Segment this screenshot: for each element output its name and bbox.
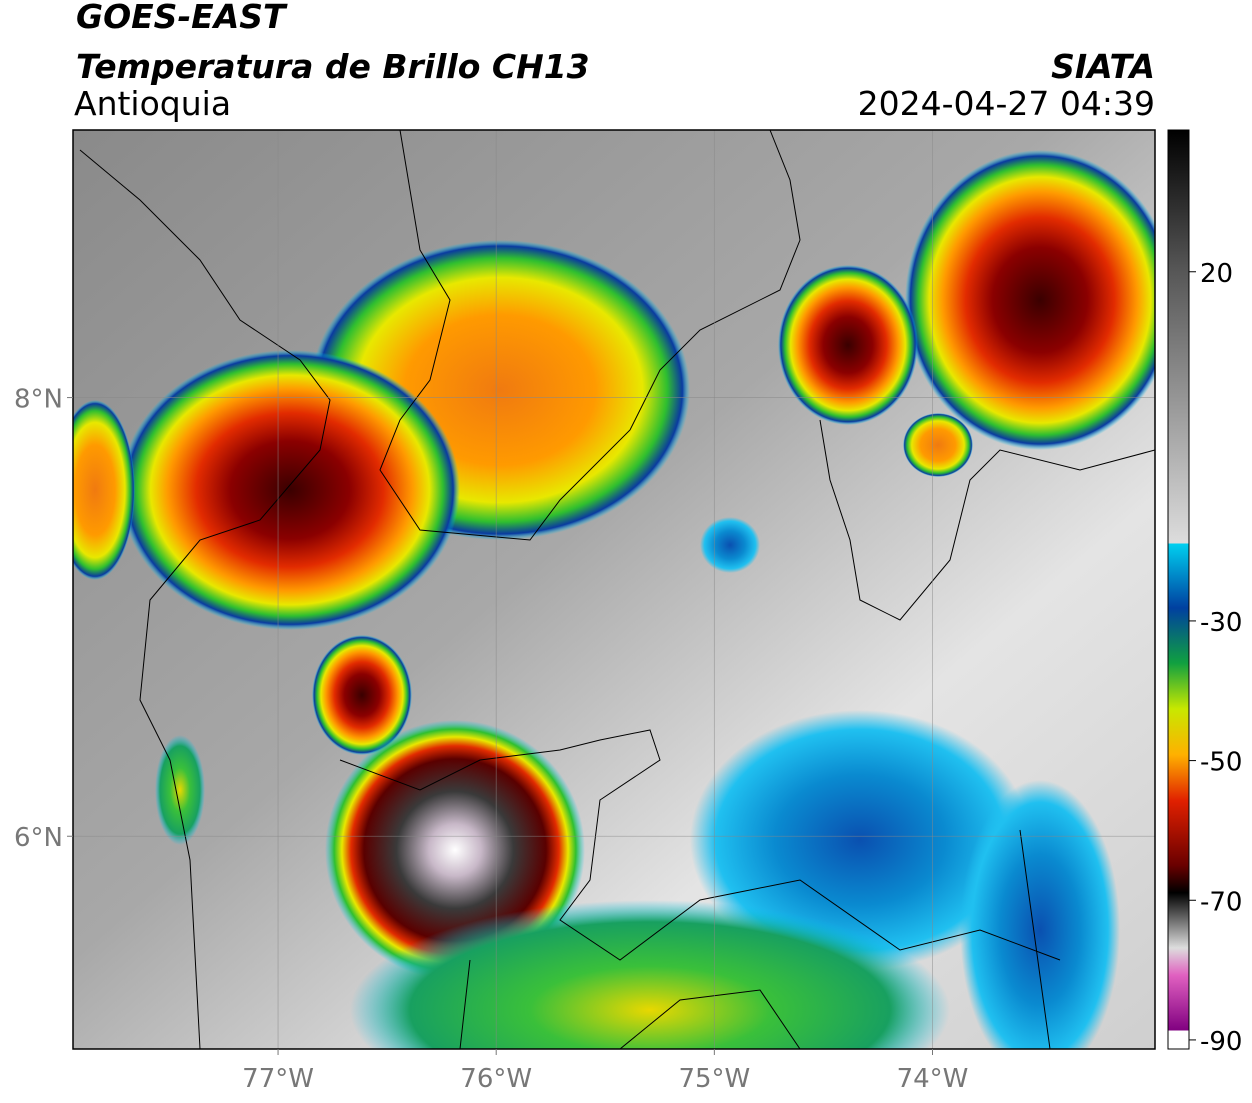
cloud [350,900,950,1049]
title-line1: GOES-EAST [76,0,288,36]
cloud [700,517,760,573]
cloud [155,735,205,845]
lat-tick-label: 8°N [14,385,63,415]
lon-tick-label: 76°W [460,1064,532,1094]
colorbar [1167,129,1190,1050]
map [73,130,1155,1049]
cloud [690,710,1030,970]
colorbar-tick-label: -50 [1200,748,1242,778]
coastline [79,149,331,1049]
lon-tick-label: 77°W [242,1064,314,1094]
border [819,419,1155,621]
lon-tick-label: 74°W [897,1064,969,1094]
cloud [960,780,1120,1049]
datetime: 2024-04-27 04:39 [858,84,1155,123]
lon-tick-label: 75°W [678,1064,750,1094]
border [459,829,1051,1049]
lat-tick-label: 6°N [14,823,63,853]
region: Antioquia [74,84,231,123]
cloud [903,413,973,477]
colorbar-tick-label: 20 [1200,259,1233,289]
colorbar-tick-label: -30 [1200,608,1242,638]
border [379,130,801,541]
source: SIATA [1051,47,1155,86]
cloud [73,400,135,580]
cloud [312,635,412,755]
cloud [120,350,460,630]
colorbar-tick-label: -70 [1200,887,1242,917]
cloud [778,265,918,425]
border [339,729,1061,961]
cloud [905,150,1155,450]
title-line2: Temperatura de Brillo CH13 [76,47,590,86]
colorbar-tick-label: -90 [1200,1027,1242,1057]
map-frame [72,129,1156,1050]
